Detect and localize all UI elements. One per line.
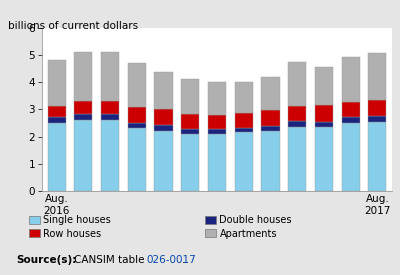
Bar (288, 106, 306, 121)
Bar (368, 53, 386, 100)
Bar (154, 72, 173, 109)
Bar (208, 134, 226, 191)
Bar (342, 117, 360, 123)
Legend: Single houses, Row houses: Single houses, Row houses (29, 215, 111, 238)
Bar (128, 63, 146, 107)
Bar (235, 132, 253, 191)
Bar (261, 76, 280, 110)
Bar (288, 127, 306, 191)
Bar (101, 101, 119, 114)
Bar (208, 130, 226, 134)
Bar (128, 123, 146, 128)
Bar (342, 102, 360, 117)
Bar (48, 106, 66, 117)
Bar (181, 114, 199, 130)
Bar (342, 57, 360, 102)
Legend: Double houses, Apartments: Double houses, Apartments (205, 215, 292, 238)
Bar (101, 52, 119, 101)
Bar (128, 128, 146, 191)
Text: .: . (182, 255, 185, 265)
Bar (181, 79, 199, 114)
Bar (101, 114, 119, 120)
Bar (74, 101, 92, 114)
Text: CANSIM table: CANSIM table (74, 255, 148, 265)
Bar (128, 107, 146, 123)
Bar (315, 67, 333, 106)
Bar (48, 60, 66, 106)
Bar (208, 82, 226, 115)
Bar (48, 123, 66, 191)
Bar (342, 123, 360, 191)
Text: billions of current dollars: billions of current dollars (8, 21, 138, 31)
Bar (261, 110, 280, 126)
Bar (235, 113, 253, 128)
Bar (315, 127, 333, 191)
Bar (101, 120, 119, 191)
Text: 026-0017: 026-0017 (147, 255, 196, 265)
Bar (154, 109, 173, 125)
Bar (315, 122, 333, 127)
Bar (154, 131, 173, 191)
Bar (74, 52, 92, 101)
Bar (315, 106, 333, 122)
Bar (181, 130, 199, 134)
Bar (48, 117, 66, 123)
Bar (368, 116, 386, 122)
Bar (288, 121, 306, 127)
Bar (74, 114, 92, 120)
Bar (368, 122, 386, 191)
Bar (181, 134, 199, 191)
Bar (74, 120, 92, 191)
Text: Source(s):: Source(s): (16, 255, 76, 265)
Bar (288, 62, 306, 106)
Bar (235, 82, 253, 113)
Bar (154, 125, 173, 131)
Bar (261, 131, 280, 191)
Bar (368, 100, 386, 116)
Bar (208, 115, 226, 130)
Bar (235, 128, 253, 132)
Bar (261, 126, 280, 131)
